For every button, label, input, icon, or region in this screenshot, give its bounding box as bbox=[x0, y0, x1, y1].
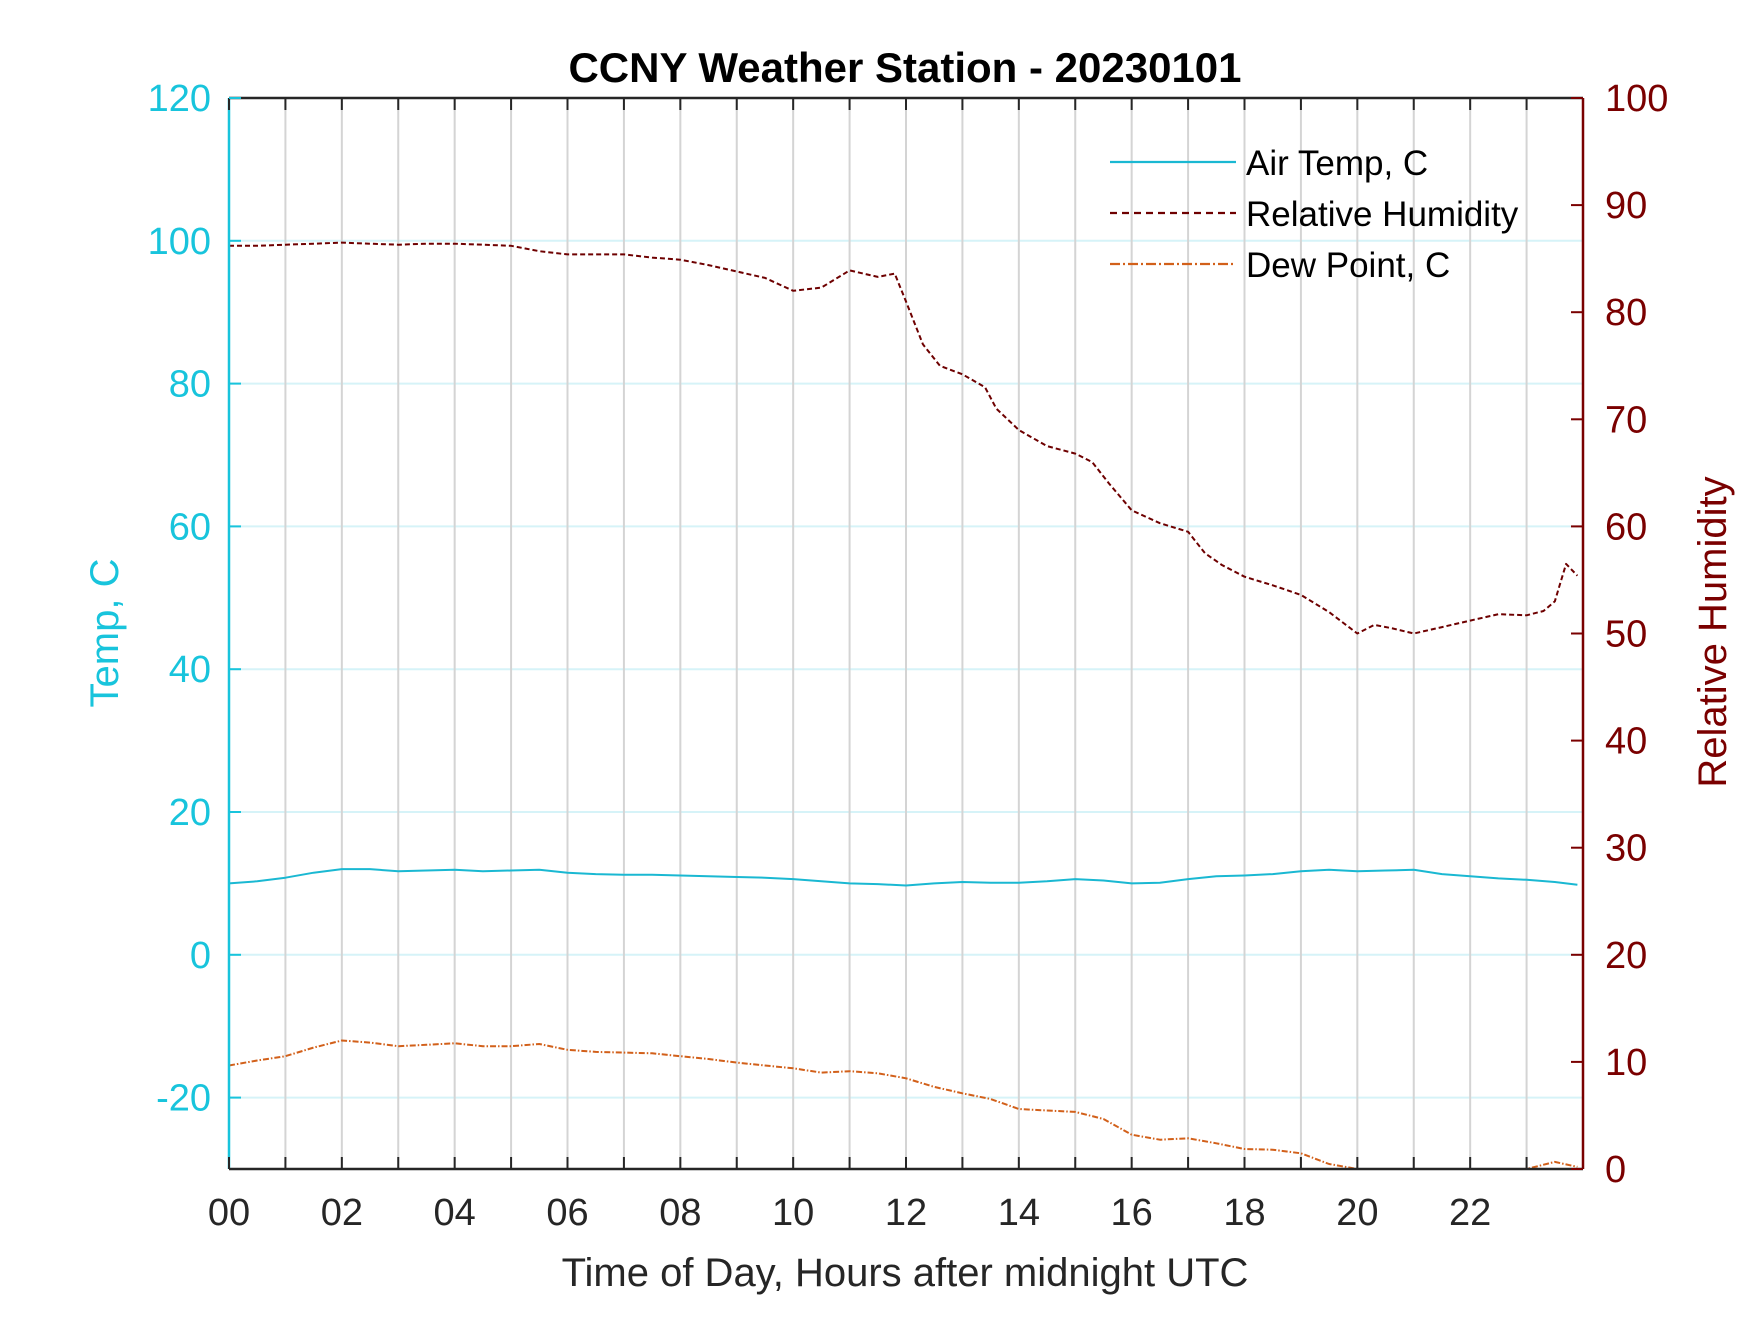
x-tick-label: 00 bbox=[208, 1192, 250, 1234]
x-tick-label: 02 bbox=[321, 1192, 363, 1234]
x-tick-label: 14 bbox=[998, 1192, 1040, 1234]
x-tick-label: 10 bbox=[772, 1192, 814, 1234]
y-tick-label-right: 100 bbox=[1605, 78, 1668, 120]
y-tick-label-right: 60 bbox=[1605, 506, 1647, 548]
y-tick-label-right: 0 bbox=[1605, 1149, 1626, 1191]
y-tick-label-left: 80 bbox=[169, 364, 211, 406]
y-tick-label-right: 90 bbox=[1605, 185, 1647, 227]
series-line-relative-humidity bbox=[229, 241, 1579, 635]
y-tick-label-left: 120 bbox=[148, 78, 211, 120]
y-tick-label-left: 60 bbox=[169, 506, 211, 548]
x-tick-label: 20 bbox=[1336, 1192, 1378, 1234]
y-tick-label-right: 30 bbox=[1605, 828, 1647, 870]
legend-label-dew-point: Dew Point, C bbox=[1246, 246, 1450, 285]
grid-layer bbox=[229, 97, 1583, 1169]
y-tick-label-right: 50 bbox=[1605, 614, 1647, 656]
y-tick-label-left: 40 bbox=[169, 649, 211, 691]
x-tick-label: 06 bbox=[546, 1192, 588, 1234]
y-axis-label-right: Relative Humidity bbox=[1691, 476, 1735, 787]
ticks-layer: 00 02 04 06 08 10 12 14 16 18 20 22-200204060801001… bbox=[148, 78, 1669, 1234]
y-tick-label-left: 20 bbox=[169, 792, 211, 834]
y-axis-label-left: Temp, C bbox=[83, 559, 127, 708]
legend-label-air-temp: Air Temp, C bbox=[1246, 144, 1428, 183]
y-tick-label-left: -20 bbox=[156, 1078, 211, 1120]
y-tick-label-right: 40 bbox=[1605, 721, 1647, 763]
y-tick-label-left: 0 bbox=[190, 935, 211, 977]
y-tick-label-right: 20 bbox=[1605, 935, 1647, 977]
x-tick-label: 16 bbox=[1111, 1192, 1153, 1234]
x-tick-label: 12 bbox=[885, 1192, 927, 1234]
legend-label-relative-humidity: Relative Humidity bbox=[1246, 195, 1519, 234]
x-tick-label: 04 bbox=[434, 1192, 476, 1234]
x-tick-label: 22 bbox=[1449, 1192, 1491, 1234]
x-tick-label: 08 bbox=[659, 1192, 701, 1234]
x-tick-label: 18 bbox=[1223, 1192, 1265, 1234]
chart-title: CCNY Weather Station - 20230101 bbox=[568, 44, 1241, 91]
x-axis-label: Time of Day, Hours after midnight UTC bbox=[562, 1251, 1249, 1295]
legend: Air Temp, C Relative Humidity Dew Point,… bbox=[1110, 144, 1519, 285]
y-tick-label-right: 70 bbox=[1605, 399, 1647, 441]
y-tick-label-left: 100 bbox=[148, 221, 211, 263]
series-line-air-temp bbox=[228, 868, 1578, 887]
y-tick-label-right: 10 bbox=[1605, 1042, 1647, 1084]
y-tick-label-right: 80 bbox=[1605, 292, 1647, 334]
